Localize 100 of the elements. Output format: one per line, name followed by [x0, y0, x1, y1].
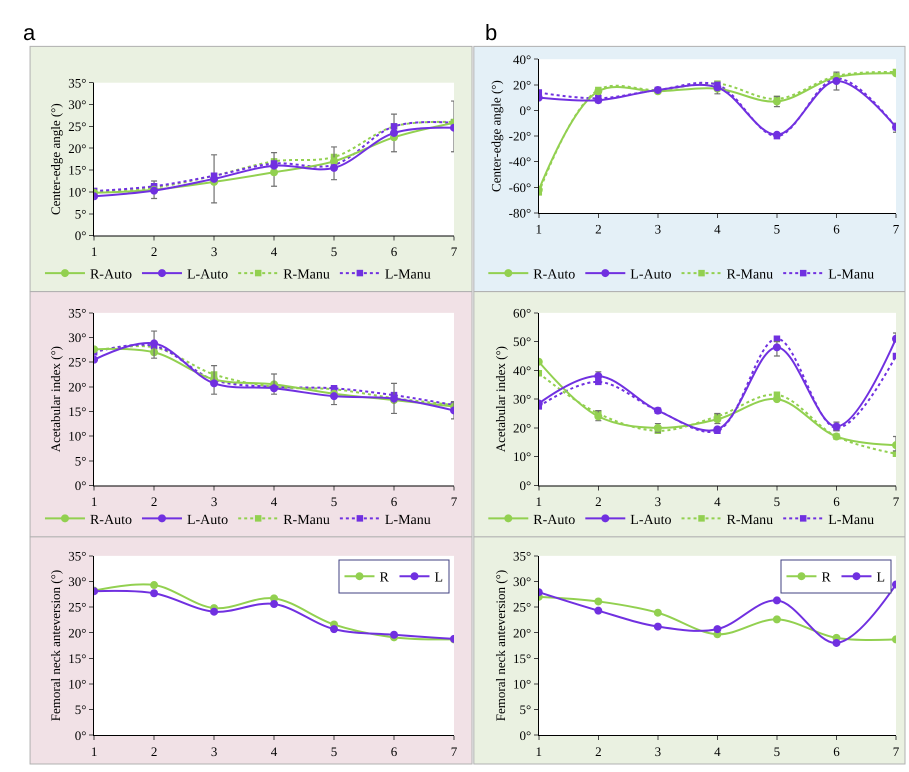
y-tick-label: -80° [508, 205, 532, 220]
x-tick-label: 3 [654, 494, 662, 510]
y-tick-label: -20° [508, 128, 532, 144]
x-tick-label: 1 [90, 494, 98, 510]
y-tick-label: 30° [68, 97, 86, 112]
legend-label: L-Manu [384, 268, 431, 283]
y-tick-label: 30° [512, 574, 532, 590]
point [270, 600, 278, 608]
legend-label: L-Manu [384, 512, 431, 528]
x-tick-label: 6 [390, 244, 398, 260]
y-tick-label: 40° [512, 362, 532, 378]
point [330, 157, 338, 166]
y-tick-label: 10° [68, 184, 86, 200]
legend-label: L-Auto [186, 268, 228, 283]
x-tick-label: 5 [330, 494, 338, 510]
point [832, 77, 840, 85]
point [772, 596, 781, 604]
y-tick-label: 20° [512, 420, 532, 436]
x-tick-label: 6 [390, 744, 398, 759]
legend-label: L [876, 570, 886, 586]
y-tick-label: -60° [508, 180, 532, 195]
x-tick-label: 2 [595, 744, 602, 759]
y-tick-label: 5° [74, 453, 86, 468]
point [210, 608, 218, 616]
point [150, 339, 158, 348]
point [654, 622, 662, 631]
point [713, 625, 722, 634]
legend-label: R [821, 570, 832, 586]
y-tick-label: 20° [512, 625, 532, 640]
y-tick-label: 25° [68, 600, 86, 615]
x-tick-label: 1 [536, 744, 542, 759]
x-tick-label: 2 [150, 494, 158, 510]
x-tick-label: 3 [654, 744, 662, 759]
point [832, 638, 840, 647]
x-tick-label: 2 [595, 222, 602, 237]
y-axis-title: Acetabular index (°) [48, 346, 64, 452]
y-tick-label: 20° [68, 140, 86, 156]
point [654, 608, 662, 617]
x-tick-label: 2 [150, 244, 158, 260]
y-tick-label: 25° [512, 600, 532, 615]
point [772, 615, 781, 624]
x-tick-label: 1 [536, 222, 542, 237]
x-tick-label: 2 [595, 494, 602, 510]
legend-label: R-Auto [533, 268, 576, 283]
y-tick-label: 35° [68, 305, 86, 320]
x-tick-label: 4 [270, 244, 278, 260]
y-tick-label: 35° [512, 548, 532, 564]
point [772, 395, 781, 404]
point [594, 597, 602, 606]
x-tick-label: 7 [450, 744, 458, 759]
y-tick-label: 0° [74, 728, 86, 743]
x-tick-label: 4 [270, 494, 278, 510]
y-tick-label: 10° [512, 449, 532, 464]
y-tick-label: 20° [512, 77, 532, 92]
y-tick-label: 15° [68, 162, 86, 178]
legend-label: L-Auto [630, 512, 672, 528]
x-tick-label: 7 [892, 494, 900, 510]
x-tick-label: 4 [270, 744, 278, 759]
y-axis-title: Center-edge angle (°) [48, 103, 64, 216]
legend-label: L-Manu [828, 512, 874, 528]
y-tick-label: 35° [68, 548, 86, 564]
y-tick-label: 25° [68, 354, 86, 370]
text: b [485, 20, 498, 45]
x-tick-label: 3 [210, 244, 218, 260]
y-tick-label: 15° [68, 404, 86, 420]
x-tick-label: 3 [210, 744, 218, 759]
text: a [23, 20, 36, 45]
y-tick-label: 5° [74, 206, 86, 222]
y-tick-label: 0° [519, 478, 532, 493]
x-tick-label: 7 [450, 244, 458, 260]
y-axis-title: Femoral neck anteversion (°) [48, 570, 64, 722]
x-tick-label: 7 [450, 494, 458, 510]
legend-label: L-Auto [630, 268, 672, 283]
x-tick-label: 6 [833, 222, 840, 237]
y-tick-label: 20° [68, 379, 86, 394]
point [594, 606, 602, 615]
x-tick-label: 6 [390, 494, 398, 510]
legend-label: R-Manu [726, 512, 774, 528]
x-tick-label: 3 [210, 494, 218, 510]
y-tick-label: 5° [74, 702, 86, 718]
legend-label: R-Auto [533, 512, 576, 528]
y-tick-label: 30° [512, 392, 532, 407]
x-tick-label: 4 [714, 744, 722, 759]
y-tick-label: 15° [68, 650, 86, 666]
y-tick-label: 50° [512, 334, 532, 350]
legend-label: R-Manu [283, 268, 330, 283]
point [210, 379, 218, 388]
y-tick-label: 15° [512, 650, 532, 666]
x-tick-label: 5 [774, 744, 780, 759]
legend-label: R [379, 570, 390, 586]
legend-label: L-Auto [186, 512, 228, 528]
x-tick-label: 2 [150, 744, 158, 759]
y-tick-label: 30° [68, 574, 86, 590]
point [772, 343, 781, 352]
x-tick-label: 3 [654, 222, 662, 237]
y-tick-label: 35° [68, 75, 86, 90]
point [330, 625, 338, 634]
point [150, 581, 158, 590]
x-tick-label: 7 [892, 222, 900, 237]
x-tick-label: 6 [833, 494, 840, 510]
